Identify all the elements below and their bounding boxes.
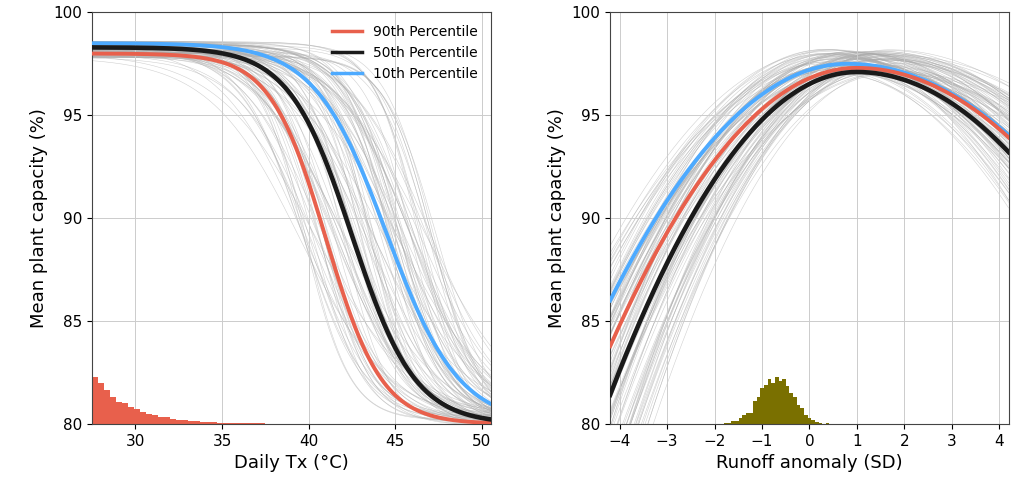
Bar (764, 385, 768, 424)
Bar (775, 377, 778, 424)
Bar (145, 414, 152, 424)
Bar (804, 415, 808, 424)
Bar (728, 423, 731, 424)
Bar (750, 413, 753, 424)
Bar (128, 407, 134, 424)
Bar (811, 420, 815, 424)
Y-axis label: Mean plant capacity (%): Mean plant capacity (%) (30, 108, 48, 328)
Bar (158, 417, 164, 424)
Bar (152, 415, 158, 424)
Bar (768, 379, 771, 424)
Bar (116, 402, 122, 424)
Bar (122, 403, 128, 424)
X-axis label: Runoff anomaly (SD): Runoff anomaly (SD) (716, 454, 903, 472)
Bar (815, 422, 818, 424)
Bar (206, 423, 212, 424)
Bar (104, 390, 110, 424)
Bar (731, 421, 735, 424)
Bar (771, 383, 775, 424)
Bar (140, 412, 145, 424)
Bar (92, 377, 98, 424)
Bar (742, 415, 745, 424)
Bar (242, 423, 248, 424)
Bar (745, 413, 750, 424)
Bar (825, 423, 829, 424)
Bar (176, 420, 181, 424)
Bar (248, 423, 253, 424)
Bar (794, 397, 797, 424)
Bar (223, 423, 229, 424)
Bar (778, 382, 782, 424)
Bar (738, 419, 742, 424)
Bar (735, 421, 738, 424)
Bar (164, 417, 170, 424)
Bar (236, 423, 242, 424)
Bar (753, 401, 757, 424)
Bar (194, 421, 200, 424)
Bar (797, 405, 801, 424)
Bar (110, 396, 116, 424)
Bar (757, 397, 761, 424)
Legend: 90th Percentile, 50th Percentile, 10th Percentile: 90th Percentile, 50th Percentile, 10th P… (327, 19, 483, 86)
Bar (229, 423, 236, 424)
Bar (98, 383, 104, 424)
Bar (801, 408, 804, 424)
Bar (217, 423, 223, 424)
Bar (200, 422, 206, 424)
Bar (181, 421, 187, 424)
Bar (782, 379, 785, 424)
X-axis label: Daily Tx (°C): Daily Tx (°C) (234, 454, 349, 472)
Bar (785, 387, 790, 424)
Bar (724, 423, 728, 424)
Bar (808, 418, 811, 424)
Bar (212, 422, 217, 424)
Y-axis label: Mean plant capacity (%): Mean plant capacity (%) (548, 108, 566, 328)
Bar (790, 393, 794, 424)
Bar (761, 388, 764, 424)
Bar (134, 410, 140, 424)
Bar (187, 421, 194, 424)
Bar (818, 423, 822, 424)
Bar (170, 419, 176, 424)
